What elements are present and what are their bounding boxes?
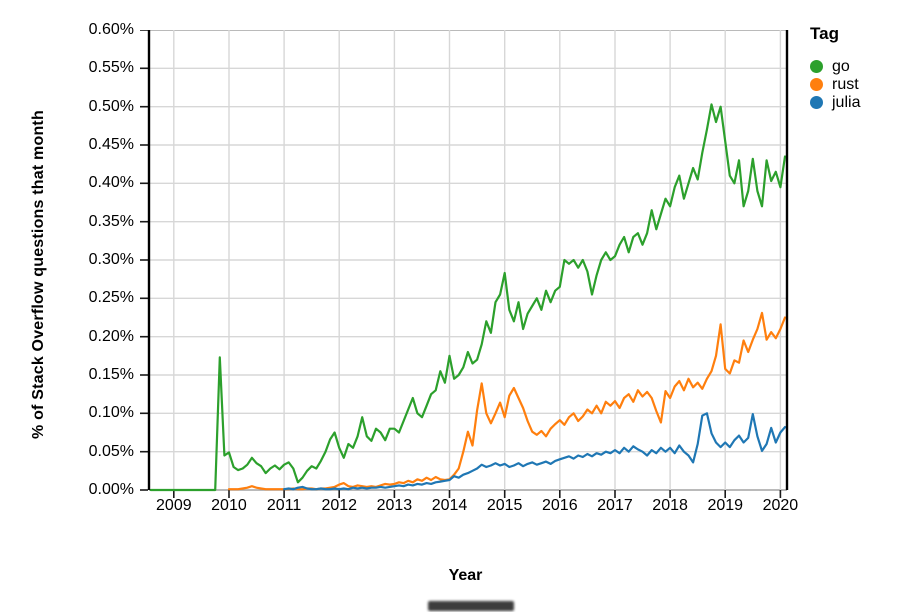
y-tick-label: 0.15% xyxy=(88,366,134,383)
x-tick-label: 2020 xyxy=(762,497,799,514)
x-tick-label: 2016 xyxy=(542,497,578,514)
x-tick-label: 2009 xyxy=(156,497,192,514)
y-tick-label: 0.50% xyxy=(88,97,134,115)
x-tick-label: 2014 xyxy=(431,497,468,514)
line-chart xyxy=(140,29,789,498)
y-tick-label: 0.05% xyxy=(88,442,134,460)
y-tick-label: 0.55% xyxy=(88,59,134,77)
legend-item-label: julia xyxy=(832,93,861,111)
legend-dot-icon xyxy=(810,78,823,91)
x-tick-label: 2012 xyxy=(321,497,358,514)
y-tick-label: 0.60% xyxy=(88,21,134,38)
legend-items: go rust julia xyxy=(810,58,922,111)
y-tick-label: 0.20% xyxy=(88,327,134,345)
x-axis-title: Year xyxy=(448,567,483,584)
legend-item-label: go xyxy=(832,57,850,75)
legend-item-julia: julia xyxy=(810,94,922,111)
x-tick-label: 2013 xyxy=(376,497,413,514)
legend-item-go: go xyxy=(810,58,922,75)
legend-dot-icon xyxy=(810,96,823,109)
x-tick-label: 2015 xyxy=(486,497,523,514)
legend-title: Tag xyxy=(810,24,839,43)
x-tick-label: 2017 xyxy=(597,497,633,514)
x-tick-label: 2010 xyxy=(211,497,247,514)
legend-item-label: rust xyxy=(832,75,859,93)
series-go xyxy=(149,103,787,492)
x-tick-label: 2011 xyxy=(266,497,302,514)
series-rust xyxy=(227,311,787,491)
y-tick-label: 0.45% xyxy=(88,136,134,153)
cropped-footer-artifact xyxy=(428,601,514,611)
y-tick-label: 0.00% xyxy=(88,481,134,498)
y-tick-label: 0.35% xyxy=(88,212,134,230)
legend: Tag go rust julia xyxy=(810,24,922,111)
y-tick-label: 0.30% xyxy=(88,251,134,268)
x-tick-label: 2018 xyxy=(652,497,688,514)
plot-area xyxy=(140,29,791,500)
series-julia xyxy=(283,412,787,491)
y-tick-label: 0.25% xyxy=(88,289,134,307)
legend-item-rust: rust xyxy=(810,76,922,93)
x-tick-label: 2019 xyxy=(707,497,744,514)
legend-dot-icon xyxy=(810,60,823,73)
y-tick-label: 0.10% xyxy=(88,404,134,422)
y-tick-label: 0.40% xyxy=(88,174,134,192)
